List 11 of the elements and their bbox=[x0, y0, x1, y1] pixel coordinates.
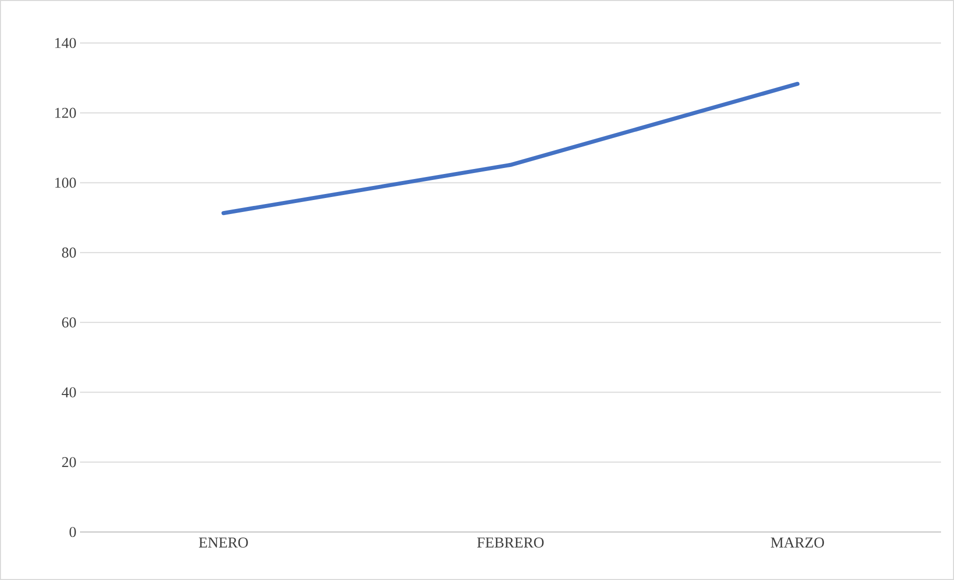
y-tick-label: 20 bbox=[62, 457, 76, 468]
x-tick-label: FEBRERO bbox=[477, 538, 544, 548]
x-tick-label: MARZO bbox=[770, 538, 824, 548]
x-tick-label: ENERO bbox=[198, 538, 248, 548]
y-tick-label: 80 bbox=[62, 248, 76, 258]
y-tick-label: 120 bbox=[55, 108, 76, 118]
y-tick-label: 100 bbox=[55, 178, 76, 188]
y-tick-label: 140 bbox=[55, 38, 76, 48]
y-tick-label: 0 bbox=[70, 526, 76, 538]
y-tick-label: 60 bbox=[62, 317, 76, 328]
y-tick-label: 40 bbox=[62, 387, 76, 398]
